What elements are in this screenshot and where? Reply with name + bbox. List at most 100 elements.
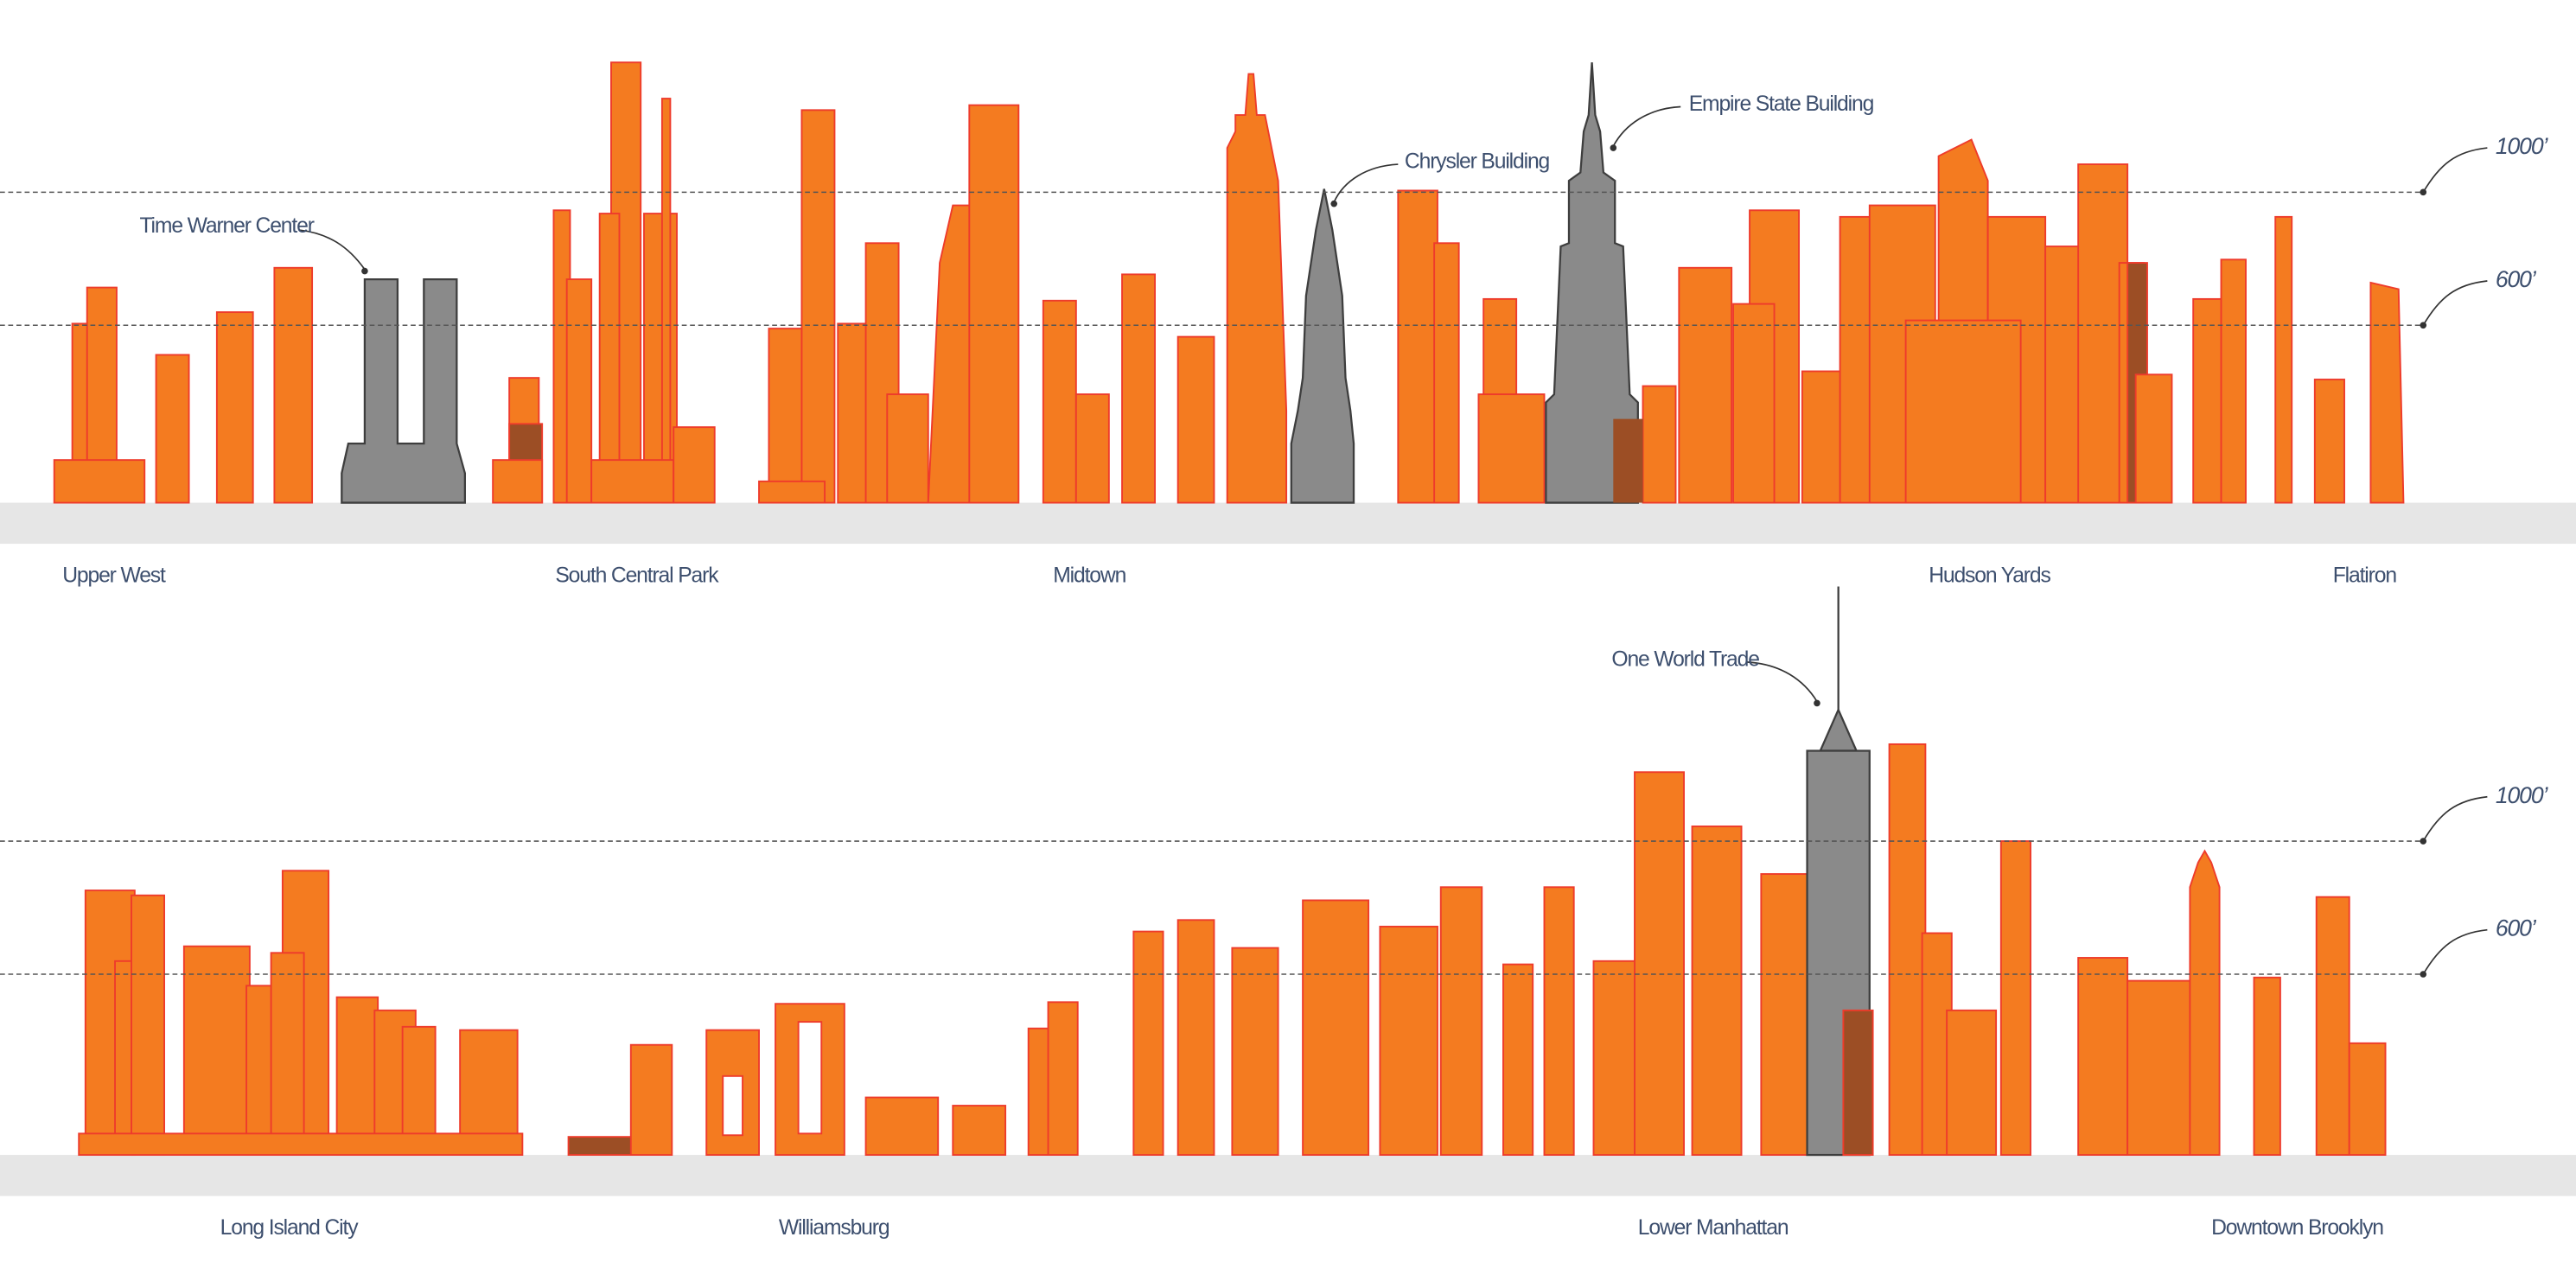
building	[1543, 886, 1575, 1157]
building	[758, 480, 826, 504]
building	[1074, 393, 1110, 504]
annotation: Empire State Building	[1689, 92, 1874, 116]
building	[643, 213, 678, 504]
building	[335, 996, 379, 1157]
building	[565, 278, 593, 504]
leader-dot	[1610, 144, 1617, 151]
building	[1642, 385, 1677, 504]
leader-line	[1612, 105, 1681, 147]
building	[2348, 1042, 2387, 1157]
building	[2189, 849, 2221, 1157]
building	[952, 1105, 1007, 1157]
chrysler-building	[1290, 188, 1355, 504]
annotation: One World Trade	[1611, 648, 1759, 672]
reference-label: 1000’	[2496, 133, 2549, 159]
building	[2274, 215, 2293, 504]
leader-line	[2422, 928, 2488, 975]
building	[1176, 335, 1215, 504]
ground	[0, 1155, 2576, 1196]
neighborhood-label: Upper West	[62, 564, 166, 588]
empire-state-building	[1545, 62, 1639, 504]
leader-dot	[361, 267, 368, 275]
building	[131, 894, 166, 1157]
building	[1042, 299, 1077, 504]
building	[2077, 957, 2129, 1157]
building	[1302, 899, 1370, 1157]
building	[2253, 976, 2281, 1157]
ground	[0, 502, 2576, 545]
building	[1176, 919, 1215, 1157]
reference-label: 1000’	[2496, 782, 2549, 808]
leader-line	[298, 229, 366, 271]
neighborhood-label: Midtown	[1053, 564, 1125, 588]
neighborhood-label: South Central Park	[555, 564, 719, 588]
building	[1888, 743, 1927, 1157]
building	[1226, 73, 1288, 504]
building	[1433, 242, 1460, 504]
leader-line	[2422, 795, 2488, 842]
building	[800, 109, 836, 504]
building	[1678, 266, 1733, 504]
building	[1613, 418, 1643, 503]
building	[1397, 189, 1438, 504]
building	[629, 1043, 673, 1157]
top-panel: 1000’ 600’ Time Warner Center Chrysler B…	[0, 61, 2576, 588]
building	[1842, 1009, 1874, 1157]
reference-label: 600’	[2496, 915, 2537, 941]
building	[1634, 771, 1685, 1157]
building	[1801, 370, 1845, 504]
building	[1379, 925, 1438, 1157]
building	[2134, 373, 2173, 504]
building	[273, 266, 314, 504]
neighborhood-label: Hudson Yards	[1929, 564, 2050, 588]
building	[182, 945, 251, 1157]
building	[864, 1096, 940, 1157]
building	[968, 104, 1020, 504]
building	[492, 459, 544, 504]
building	[1502, 963, 1534, 1157]
buildings	[78, 743, 2387, 1157]
building	[673, 426, 716, 504]
building	[886, 393, 929, 504]
reference-label: 600’	[2496, 266, 2537, 292]
leader-line	[2422, 280, 2488, 326]
neighborhood-label: Lower Manhattan	[1638, 1216, 1789, 1240]
building	[2220, 258, 2247, 504]
building	[660, 98, 672, 504]
building	[53, 459, 146, 504]
leader-line	[1333, 163, 1399, 203]
building	[1904, 319, 2022, 504]
building	[270, 952, 305, 1157]
time-warner-center	[341, 277, 466, 504]
building-opening	[722, 1074, 743, 1137]
building	[2369, 281, 2405, 504]
building	[155, 354, 190, 504]
bottom-panel: 1000’ 600’ One World Trade Long Island C…	[0, 586, 2576, 1240]
building	[1946, 1009, 1998, 1157]
building	[2126, 979, 2195, 1157]
building	[1477, 393, 1546, 504]
annotation: Time Warner Center	[140, 214, 315, 238]
neighborhood-label: Long Island City	[220, 1216, 360, 1240]
neighborhood-label: Downtown Brooklyn	[2211, 1216, 2383, 1240]
building	[1047, 1001, 1079, 1157]
leader-line	[2422, 147, 2488, 193]
building	[1732, 303, 1776, 504]
leader-dot	[1814, 699, 1820, 707]
building	[1121, 273, 1157, 504]
building	[1231, 947, 1279, 1157]
annotation: Chrysler Building	[1405, 150, 1550, 174]
leader-line	[1746, 661, 1818, 702]
building	[1691, 826, 1743, 1157]
building	[215, 311, 254, 504]
leader-dot	[1330, 200, 1338, 207]
building	[1760, 873, 1812, 1157]
building	[2313, 379, 2345, 504]
one-world-trade	[1806, 586, 1874, 1157]
neighborhood-label: Flatiron	[2333, 564, 2397, 588]
building-opening	[797, 1021, 823, 1135]
building	[1439, 886, 1483, 1157]
